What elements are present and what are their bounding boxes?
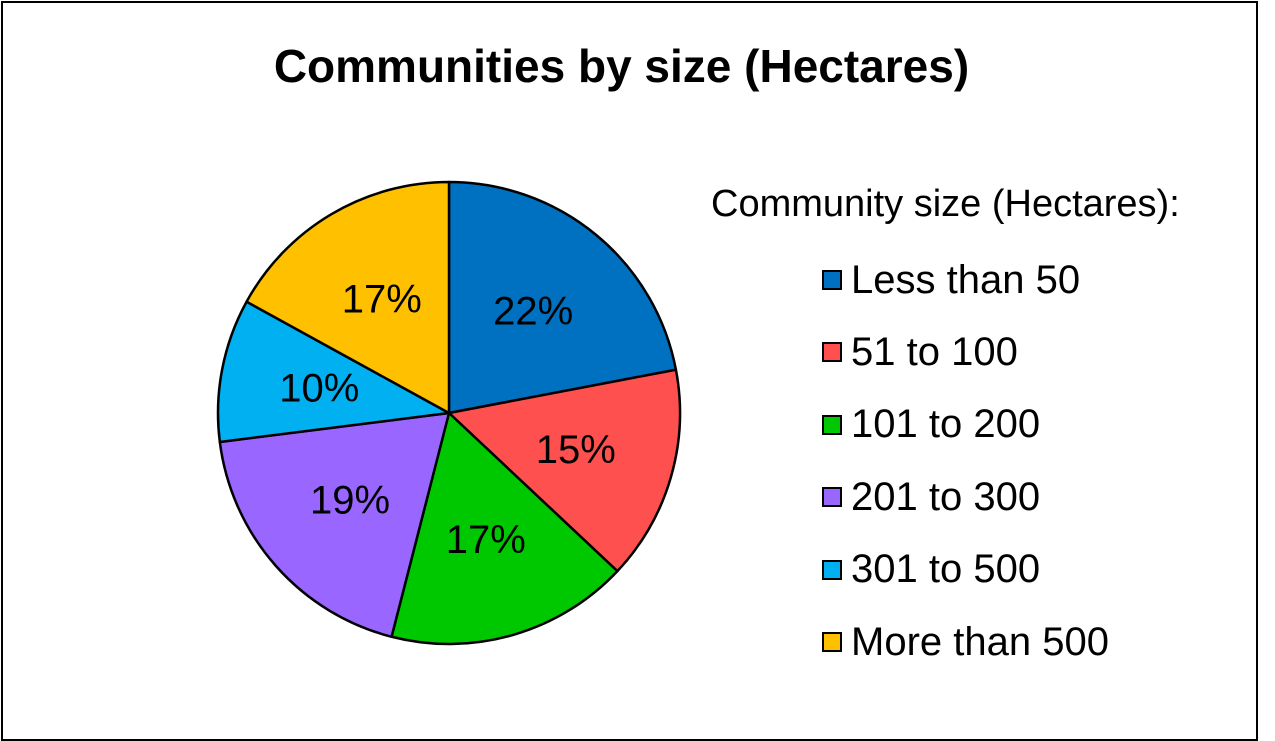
legend-label-301-to-500: 301 to 500	[851, 547, 1041, 592]
data-label-301-to-500: 10%	[279, 366, 359, 410]
legend-swatch-301-to-500	[822, 559, 842, 580]
data-label-less-than-50: 22%	[493, 289, 573, 333]
legend-label-less-than-50: Less than 50	[851, 257, 1081, 302]
pie-slice-more-than-500	[245, 180, 451, 415]
pie-slice-101-to-200	[390, 411, 619, 646]
legend-swatch-201-to-300	[822, 487, 842, 508]
legend-item-101-to-200: 101 to 200	[822, 402, 1041, 447]
legend-item-301-to-500: 301 to 500	[822, 547, 1041, 592]
chart-title: Communities by size (Hectares)	[273, 40, 970, 92]
legend-label-more-than-500: More than 500	[851, 619, 1109, 664]
pie-slice-51-to-100	[447, 368, 682, 573]
data-label-more-than-500: 17%	[342, 277, 422, 321]
pie-slice-less-than-50	[447, 180, 678, 415]
data-label-51-to-100: 15%	[536, 428, 616, 472]
legend-item-more-than-500: More than 500	[822, 620, 1109, 664]
data-label-201-to-300: 19%	[310, 478, 390, 522]
legend-item-51-to-100: 51 to 100	[822, 330, 1018, 374]
pie-slice-301-to-500	[216, 300, 451, 444]
legend-item-less-than-50: Less than 50	[822, 258, 1080, 302]
legend-item-201-to-300: 201 to 300	[822, 475, 1040, 519]
legend-swatch-51-to-100	[822, 342, 842, 363]
legend-swatch-less-than-50	[822, 270, 842, 290]
legend-swatch-101-to-200	[822, 414, 842, 435]
pie-slice-201-to-300	[218, 411, 451, 638]
data-label-101-to-200: 17%	[446, 518, 526, 562]
legend-label-201-to-300: 201 to 300	[851, 474, 1041, 519]
legend-swatch-more-than-500	[822, 632, 842, 652]
legend-title: Community size (Hectares):	[711, 183, 1180, 225]
legend-label-51-to-100: 51 to 100	[851, 329, 1018, 374]
legend-label-101-to-200: 101 to 200	[851, 402, 1041, 447]
